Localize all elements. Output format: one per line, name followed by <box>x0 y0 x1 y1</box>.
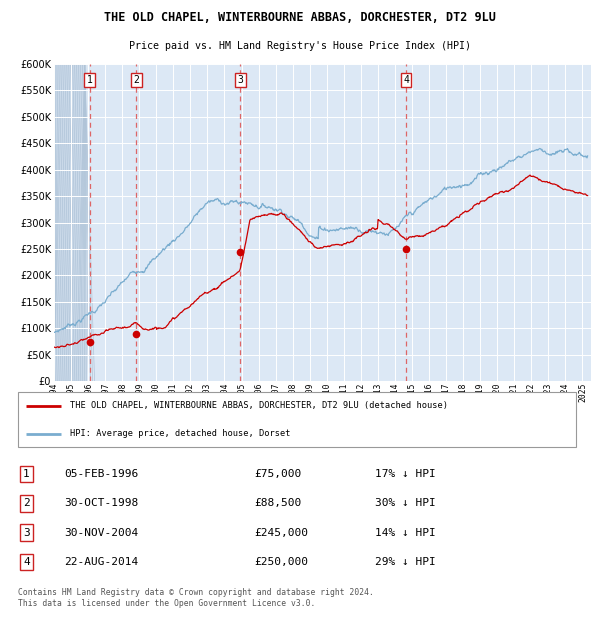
Text: 14% ↓ HPI: 14% ↓ HPI <box>375 528 436 538</box>
Text: 22-AUG-2014: 22-AUG-2014 <box>64 557 138 567</box>
Text: 4: 4 <box>403 75 409 85</box>
Text: £75,000: £75,000 <box>254 469 301 479</box>
Text: £245,000: £245,000 <box>254 528 308 538</box>
Text: Price paid vs. HM Land Registry's House Price Index (HPI): Price paid vs. HM Land Registry's House … <box>129 41 471 51</box>
Bar <box>54 64 85 381</box>
FancyBboxPatch shape <box>18 392 577 447</box>
Text: 05-FEB-1996: 05-FEB-1996 <box>64 469 138 479</box>
Text: 4: 4 <box>23 557 30 567</box>
Text: £88,500: £88,500 <box>254 498 301 508</box>
Text: THE OLD CHAPEL, WINTERBOURNE ABBAS, DORCHESTER, DT2 9LU (detached house): THE OLD CHAPEL, WINTERBOURNE ABBAS, DORC… <box>70 401 448 410</box>
Text: 29% ↓ HPI: 29% ↓ HPI <box>375 557 436 567</box>
Text: 3: 3 <box>23 528 30 538</box>
Text: 17% ↓ HPI: 17% ↓ HPI <box>375 469 436 479</box>
Text: 1: 1 <box>86 75 92 85</box>
Text: 3: 3 <box>237 75 243 85</box>
Text: 2: 2 <box>133 75 139 85</box>
Text: 30-NOV-2004: 30-NOV-2004 <box>64 528 138 538</box>
Text: HPI: Average price, detached house, Dorset: HPI: Average price, detached house, Dors… <box>70 429 290 438</box>
Text: THE OLD CHAPEL, WINTERBOURNE ABBAS, DORCHESTER, DT2 9LU: THE OLD CHAPEL, WINTERBOURNE ABBAS, DORC… <box>104 12 496 24</box>
Text: 1: 1 <box>23 469 30 479</box>
Text: £250,000: £250,000 <box>254 557 308 567</box>
Text: 30% ↓ HPI: 30% ↓ HPI <box>375 498 436 508</box>
Text: Contains HM Land Registry data © Crown copyright and database right 2024.
This d: Contains HM Land Registry data © Crown c… <box>18 588 374 608</box>
Text: 2: 2 <box>23 498 30 508</box>
Text: 30-OCT-1998: 30-OCT-1998 <box>64 498 138 508</box>
